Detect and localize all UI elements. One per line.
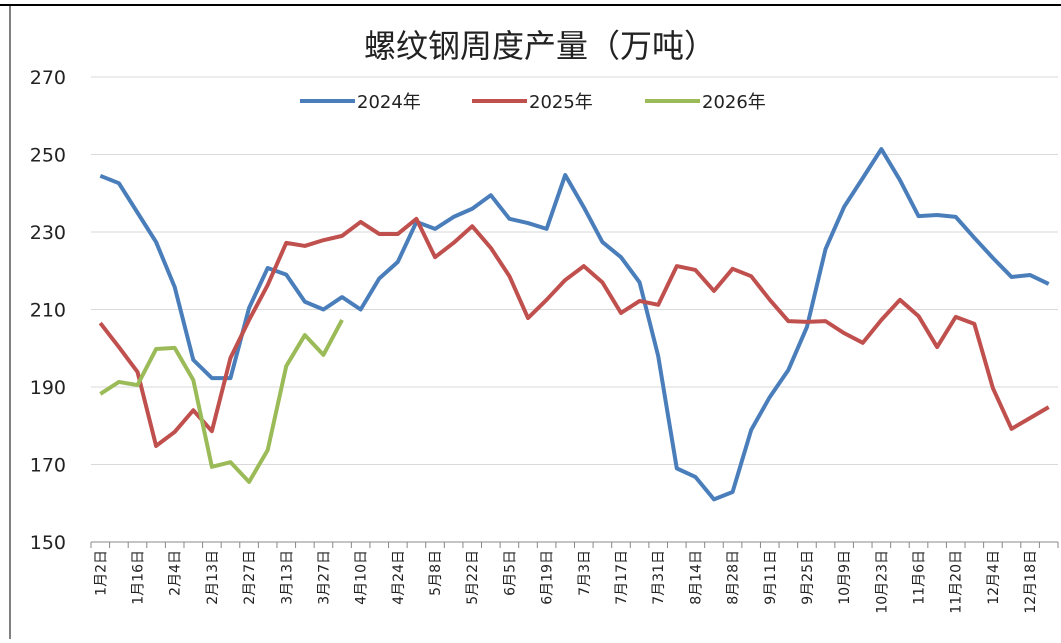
y-tick-label: 270: [30, 67, 66, 89]
x-tick-label: 9月11日: [763, 550, 779, 605]
y-tick-label: 170: [30, 455, 66, 477]
x-tick-label: 3月13日: [279, 550, 295, 605]
x-tick-label: 2月4日: [168, 550, 184, 596]
x-tick-label: 7月17日: [614, 550, 630, 605]
x-tick-label: 6月19日: [540, 550, 556, 605]
x-tick-label: 5月8日: [428, 550, 444, 596]
x-tick-label: 10月23日: [874, 550, 890, 614]
x-tick-label: 9月25日: [800, 550, 816, 605]
x-tick-label: 4月24日: [391, 550, 407, 605]
x-tick-label: 12月4日: [986, 550, 1002, 605]
x-tick-label: 4月10日: [354, 550, 370, 605]
series-line: [99, 147, 1050, 502]
x-tick-label: 2月13日: [205, 550, 221, 605]
y-tick-label: 250: [30, 145, 66, 167]
x-tick-label: 11月20日: [949, 550, 965, 614]
x-tick-label: 8月28日: [726, 550, 742, 605]
legend-label: 2024年: [357, 92, 421, 113]
y-tick-label: 150: [30, 532, 66, 554]
x-tick-label: 12月18日: [1023, 550, 1039, 614]
y-tick-label: 210: [30, 300, 66, 322]
x-tick-label: 11月6日: [912, 550, 928, 605]
x-tick-label: 5月22日: [465, 550, 481, 605]
legend-label: 2026年: [702, 92, 766, 113]
series-line: [99, 319, 344, 484]
legend-label: 2025年: [529, 92, 593, 113]
x-tick-label: 6月5日: [502, 550, 518, 596]
x-tick-label: 1月16日: [130, 550, 146, 605]
x-tick-label: 2月27日: [242, 550, 258, 605]
chart-title: 螺纹钢周度产量（万吨）: [364, 27, 716, 65]
x-tick-label: 3月27日: [316, 550, 332, 605]
x-tick-label: 7月31日: [651, 550, 667, 605]
y-tick-label: 230: [30, 222, 66, 244]
x-tick-label: 7月3日: [577, 550, 593, 596]
series-line: [98, 216, 1050, 448]
x-tick-label: 1月2日: [93, 550, 109, 596]
x-tick-label: 8月14日: [688, 550, 704, 605]
x-tick-label: 10月9日: [837, 550, 853, 605]
y-tick-label: 190: [30, 377, 66, 399]
